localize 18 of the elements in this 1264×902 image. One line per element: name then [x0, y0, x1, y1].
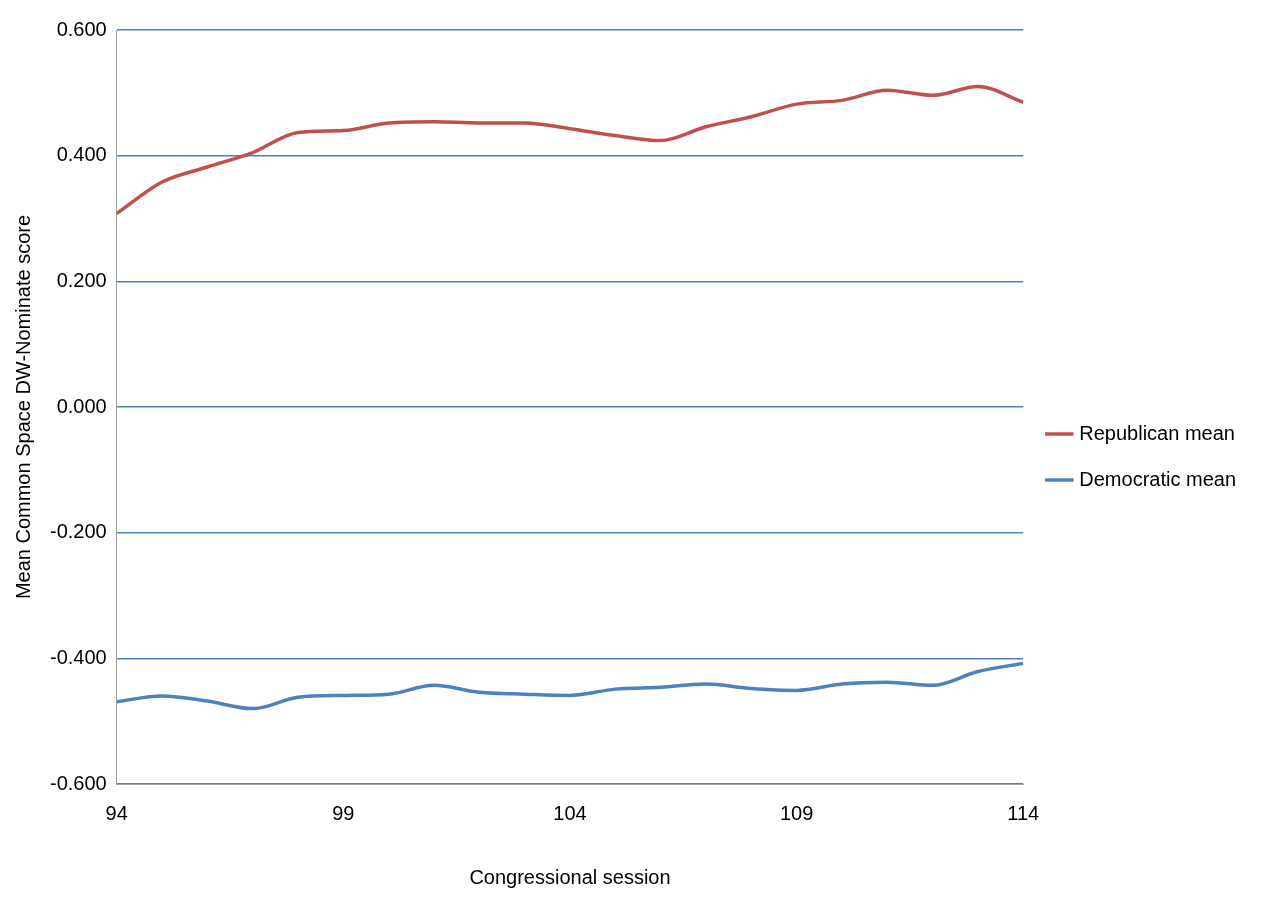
x-tick-label: 109 — [779, 801, 814, 824]
y-tick-label: 0.400 — [56, 143, 107, 166]
x-tick-label: 94 — [105, 801, 128, 824]
y-tick-label: -0.400 — [49, 645, 107, 668]
y-tick-label: -0.200 — [49, 520, 107, 543]
x-tick-label: 104 — [553, 801, 587, 824]
x-tick-label: 99 — [332, 801, 355, 824]
y-tick-label: 0.000 — [56, 394, 107, 417]
line-series — [116, 661, 1024, 711]
line-series — [116, 84, 1024, 216]
y-tick-label: 0.600 — [56, 17, 107, 40]
y-tick-label: 0.200 — [56, 268, 107, 291]
y-axis-title: Mean Common Space DW-Nominate score — [11, 214, 34, 600]
x-axis-title: Congressional session — [469, 865, 671, 888]
y-tick-label: -0.600 — [49, 771, 107, 794]
legend-label: Republican mean — [1079, 421, 1235, 444]
x-tick-label: 114 — [1007, 801, 1040, 824]
legend-label: Democratic mean — [1079, 467, 1236, 490]
